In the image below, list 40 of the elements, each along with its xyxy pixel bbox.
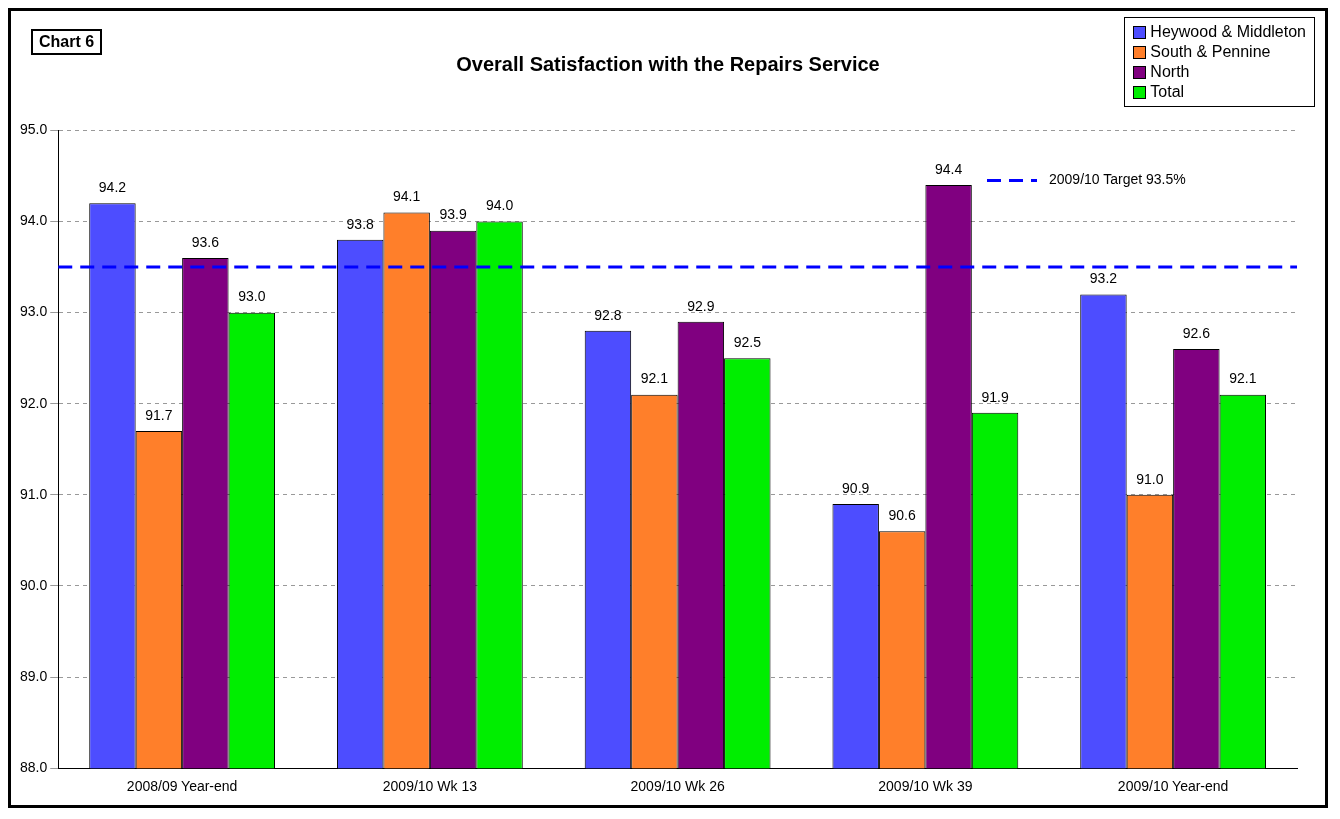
x-tick-label: 2008/09 Year-end bbox=[126, 778, 238, 795]
y-tick-label: 93.0 bbox=[20, 303, 48, 320]
data-label: 92.6 bbox=[1182, 324, 1211, 341]
data-label: 92.9 bbox=[687, 297, 715, 314]
x-tick-label: 2009/10 Year-end bbox=[1117, 778, 1229, 795]
chart-title: Overall Satisfaction with the Repairs Service bbox=[456, 53, 880, 75]
data-label: 92.8 bbox=[594, 306, 622, 323]
legend-label: Total bbox=[1150, 82, 1185, 102]
caption: Chart 6 bbox=[31, 29, 103, 55]
data-label: 94.2 bbox=[98, 179, 127, 196]
data-label: 93.8 bbox=[346, 215, 375, 232]
data-label: 93.0 bbox=[238, 288, 266, 305]
legend-label: North bbox=[1150, 62, 1190, 82]
data-label: 92.1 bbox=[1229, 370, 1257, 387]
data-label: 93.2 bbox=[1089, 270, 1118, 287]
data-label: 92.5 bbox=[733, 334, 762, 351]
x-tick-label: 2009/10 Wk 26 bbox=[630, 778, 725, 795]
data-label: 94.0 bbox=[485, 197, 514, 214]
legend-label: South & Pennine bbox=[1150, 42, 1271, 62]
y-tick-label: 94.0 bbox=[20, 212, 48, 229]
data-label: 92.1 bbox=[640, 370, 669, 387]
data-label: 91.0 bbox=[1136, 470, 1164, 487]
data-label: 94.4 bbox=[934, 160, 963, 177]
y-tick-label: 89.0 bbox=[20, 667, 48, 684]
data-label: 91.7 bbox=[145, 406, 173, 423]
data-label: 90.9 bbox=[842, 479, 870, 496]
data-label: 91.9 bbox=[981, 388, 1009, 405]
y-tick-label: 95.0 bbox=[20, 121, 48, 138]
y-tick-label: 88.0 bbox=[20, 759, 48, 776]
data-label: 90.6 bbox=[888, 507, 916, 524]
y-tick-label: 92.0 bbox=[20, 394, 48, 411]
x-tick-label: 2009/10 Wk 13 bbox=[382, 778, 478, 795]
data-label: 93.6 bbox=[191, 233, 220, 250]
y-tick-label: 90.0 bbox=[20, 576, 48, 593]
x-tick-label: 2009/10 Wk 39 bbox=[878, 778, 973, 795]
data-label: 93.9 bbox=[439, 206, 467, 223]
y-tick-label: 91.0 bbox=[20, 485, 48, 502]
legend-label: Heywood & Middleton bbox=[1150, 22, 1306, 42]
legend-label: 2009/10 Target 93.5% bbox=[1049, 171, 1186, 188]
data-label: 94.1 bbox=[393, 188, 421, 205]
